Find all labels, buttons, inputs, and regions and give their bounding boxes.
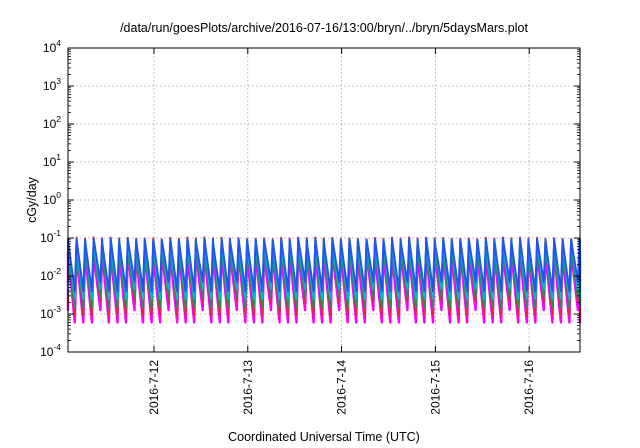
x-tick-label: 2016-7-12 [147,360,161,415]
y-tick-label: 102 [43,114,61,131]
grid [68,48,580,352]
x-tick-label: 2016-7-16 [522,360,536,415]
y-tick-label: 10-3 [40,304,61,321]
x-tick-label: 2016-7-15 [428,360,442,415]
y-tick-label: 10-2 [40,266,61,283]
chart-title: /data/run/goesPlots/archive/2016-07-16/1… [120,21,528,35]
y-tick-label: 101 [43,152,61,169]
x-axis-label: Coordinated Universal Time (UTC) [228,430,420,444]
y-tick-label: 103 [43,76,61,93]
y-tick-label: 104 [43,38,61,55]
series-group [66,236,582,324]
y-tick-label: 10-4 [40,342,61,359]
plot-frame [67,47,581,353]
y-tick-label: 100 [43,190,61,207]
series-line [67,237,581,293]
y-axis-label: cGy/day [25,176,39,223]
ticks: 10-4 10-3 10-2 10-1 100 101 102 103 104 2016-7-12… [40,38,580,415]
x-tick-label: 2016-7-13 [241,360,255,415]
x-tick-label: 2016-7-14 [335,360,349,415]
y-tick-label: 10-1 [40,228,61,245]
